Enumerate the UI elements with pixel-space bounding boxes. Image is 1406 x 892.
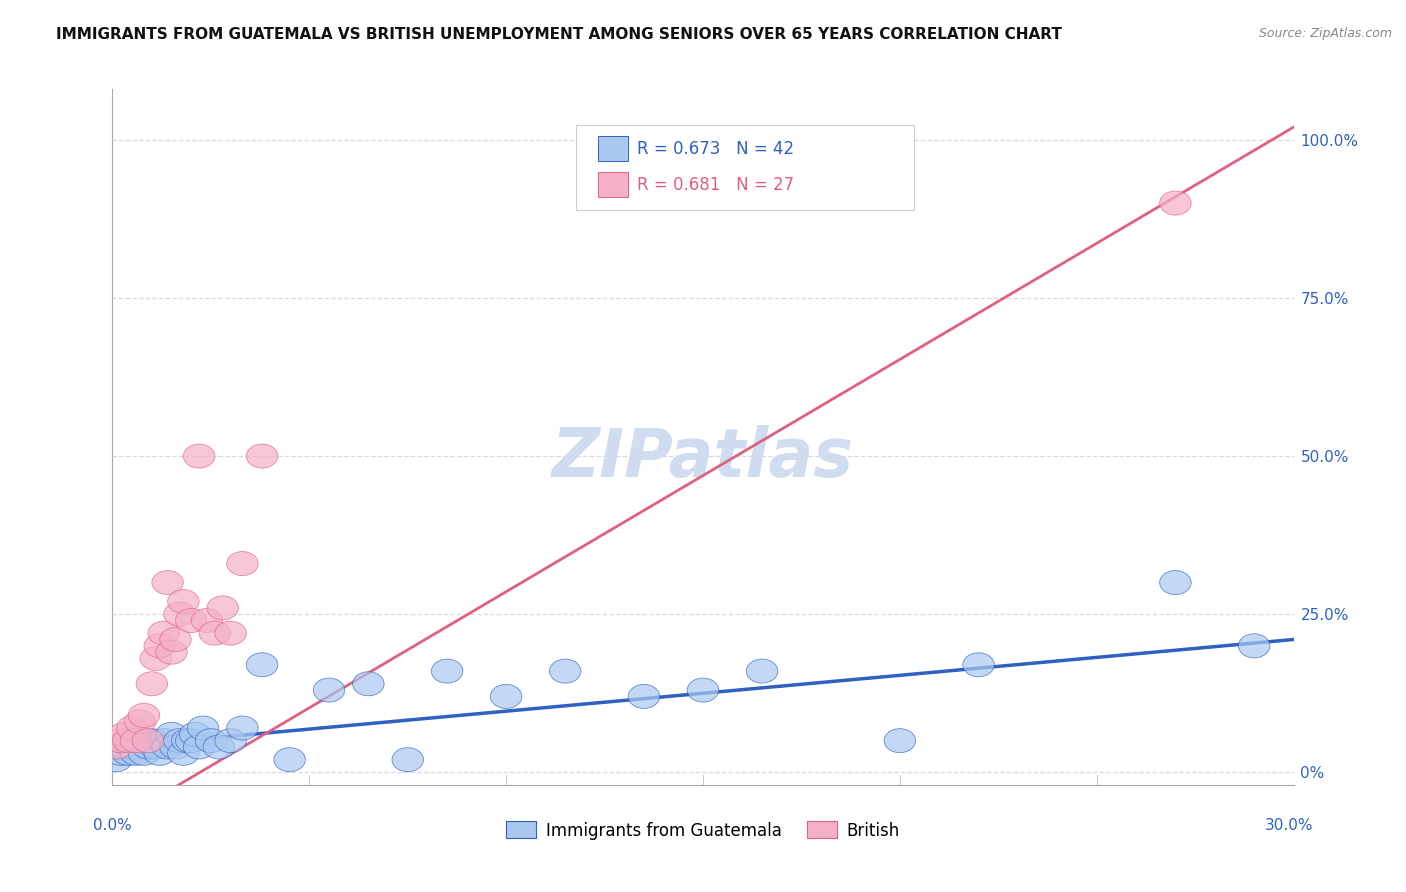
Text: R = 0.673   N = 42: R = 0.673 N = 42 <box>637 140 794 158</box>
Legend: Immigrants from Guatemala, British: Immigrants from Guatemala, British <box>499 814 907 847</box>
Text: Source: ZipAtlas.com: Source: ZipAtlas.com <box>1258 27 1392 40</box>
Text: IMMIGRANTS FROM GUATEMALA VS BRITISH UNEMPLOYMENT AMONG SENIORS OVER 65 YEARS CO: IMMIGRANTS FROM GUATEMALA VS BRITISH UNE… <box>56 27 1062 42</box>
Text: 0.0%: 0.0% <box>93 818 132 832</box>
Text: 30.0%: 30.0% <box>1265 818 1313 832</box>
Text: R = 0.681   N = 27: R = 0.681 N = 27 <box>637 176 794 194</box>
Text: ZIPatlas: ZIPatlas <box>553 425 853 491</box>
